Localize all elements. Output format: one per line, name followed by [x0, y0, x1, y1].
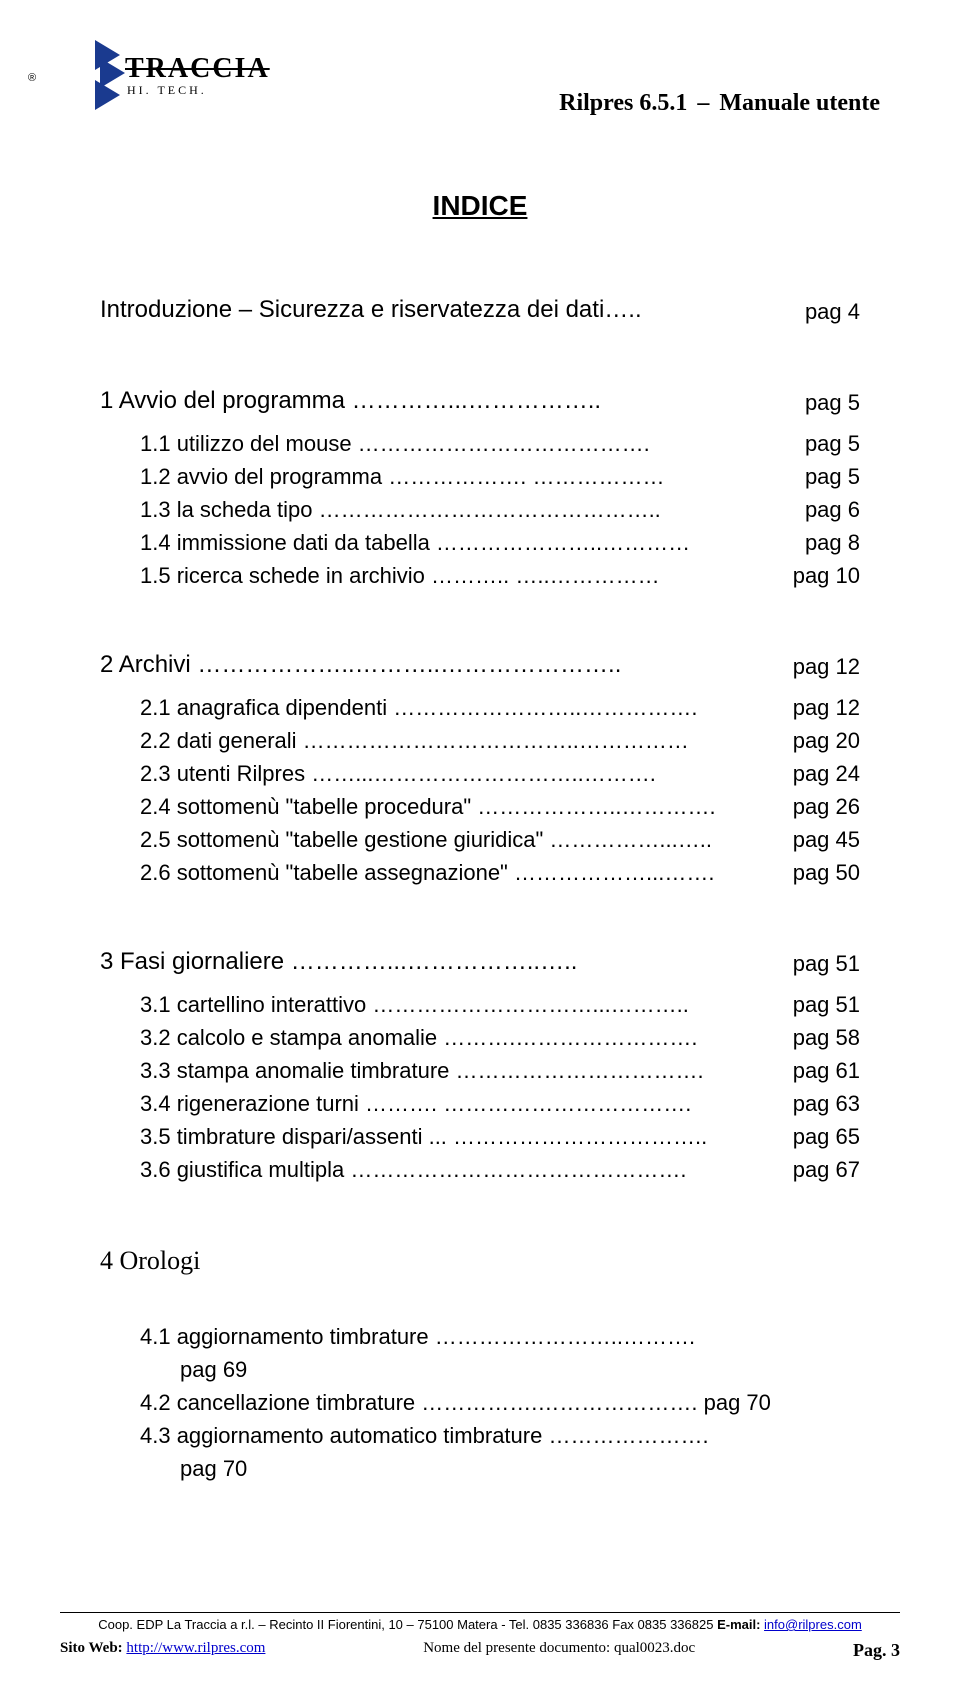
- toc-sub-4-1: 4.1 aggiornamento timbrature ……………………..……: [100, 1320, 860, 1386]
- chapter-4-title: 4 Orologi: [100, 1241, 200, 1280]
- toc-sub-page: pag 26: [793, 790, 860, 823]
- toc-sub-4-2: 4.2 cancellazione timbrature …………….………………: [100, 1386, 860, 1419]
- toc-sub-4-3: 4.3 aggiornamento automatico timbrature …: [100, 1419, 860, 1485]
- toc-sub-page: pag 45: [793, 823, 860, 856]
- page-footer: Coop. EDP La Traccia a r.l. – Recinto II…: [60, 1612, 900, 1661]
- toc-sub-row: 2.1 anagrafica dipendenti ……………………..……………: [100, 691, 860, 724]
- toc-sub-row: 1.4 immissione dati da tabella …………………..…: [100, 526, 860, 559]
- toc-sub-row: 2.5 sottomenù "tabelle gestione giuridic…: [100, 823, 860, 856]
- toc-sub-label: 1.1 utilizzo del mouse ………………………………….: [100, 427, 650, 460]
- toc-sub-label: 2.3 utenti Rilpres ……...………………………..……….: [100, 757, 656, 790]
- toc-sub-row: 3.1 cartellino interattivo …………………………...…: [100, 988, 860, 1021]
- toc-sub-label: 1.2 avvio del programma ………………. ………………: [100, 460, 664, 493]
- logo: ® TRACCIA HI. TECH.: [70, 40, 270, 110]
- toc-sub-label: 2.2 dati generali ………………………………..……………: [100, 724, 689, 757]
- footer-page-number: Pag. 3: [853, 1640, 900, 1661]
- chapter-label: 2 Archivi ………………..………..…………………..: [100, 647, 621, 683]
- logo-text: TRACCIA: [125, 53, 270, 85]
- toc-sub-row: 1.1 utilizzo del mouse …………………………………. pag…: [100, 427, 860, 460]
- toc-sub-label: 1.3 la scheda tipo ………………………………………..: [100, 493, 661, 526]
- toc-sub-page: pag 58: [793, 1021, 860, 1054]
- toc-sub-row: 3.2 calcolo e stampa anomalie ……….…………………: [100, 1021, 860, 1054]
- toc-sub-label: 3.6 giustifica multipla ……………………………………….: [100, 1153, 686, 1186]
- toc-sub-row: 3.6 giustifica multipla ……………………………………….…: [100, 1153, 860, 1186]
- toc-chapter-3: 3 Fasi giornaliere …………...……………..….. pag …: [100, 944, 860, 1186]
- toc-sub-row: 1.3 la scheda tipo ……………………………………….. pag …: [100, 493, 860, 526]
- chapter-page: pag 51: [793, 947, 860, 980]
- logo-text-wrap: TRACCIA HI. TECH.: [125, 53, 270, 98]
- toc-sub-page: pag 67: [793, 1153, 860, 1186]
- chapter-label: 1 Avvio del programma …………...……………..: [100, 383, 601, 419]
- chapter-page: pag 5: [805, 386, 860, 419]
- chapter-1-heading: 1 Avvio del programma …………...…………….. pag …: [100, 383, 860, 419]
- toc-sub-row: 3.5 timbrature dispari/assenti ... ………………: [100, 1120, 860, 1153]
- toc-chapter-2: 2 Archivi ………………..………..…………………..pag 122.…: [100, 647, 860, 889]
- toc-intro-page: pag 4: [805, 295, 860, 328]
- footer-site: Sito Web: http://www.rilpres.com: [60, 1640, 265, 1661]
- page-header: ® TRACCIA HI. TECH. Rilpres 6.5.1 – Manu…: [100, 50, 860, 170]
- toc-sub-label: 2.1 anagrafica dipendenti ……………………..……………: [100, 691, 698, 724]
- toc-sub-row: 1.2 avvio del programma ………………. ……………… pa…: [100, 460, 860, 493]
- toc-sub-page: pag 50: [793, 856, 860, 889]
- chapter-3-heading: 3 Fasi giornaliere …………...……………..….. pag …: [100, 944, 860, 980]
- toc-sub-page: pag 51: [793, 988, 860, 1021]
- toc-chapter-4: 4 Orologi 4.1 aggiornamento timbrature ……: [100, 1241, 860, 1485]
- toc-intro-label: Introduzione – Sicurezza e riservatezza …: [100, 292, 642, 328]
- toc-sub-label: 3.4 rigenerazione turni ………. ………………………………: [100, 1087, 691, 1120]
- toc-sub-row: 2.3 utenti Rilpres ……...………………………..………. p…: [100, 757, 860, 790]
- toc-sub-label: 2.6 sottomenù "tabelle assegnazione" …………: [100, 856, 714, 889]
- footer-site-link[interactable]: http://www.rilpres.com: [126, 1640, 265, 1656]
- toc-sub-row: 3.3 stampa anomalie timbrature …………………………: [100, 1054, 860, 1087]
- footer-meta-line: Sito Web: http://www.rilpres.com Nome de…: [60, 1640, 900, 1661]
- chapter-label: 3 Fasi giornaliere …………...……………..…..: [100, 944, 577, 980]
- toc-sub-row: 1.5 ricerca schede in archivio ……….. …..…: [100, 559, 860, 592]
- toc-sub-label: 1.4 immissione dati da tabella …………………..…: [100, 526, 690, 559]
- toc-sub-page: pag 12: [793, 691, 860, 724]
- toc-sub-label: 3.3 stampa anomalie timbrature …………………………: [100, 1054, 704, 1087]
- toc-sub-label: 2.5 sottomenù "tabelle gestione giuridic…: [100, 823, 712, 856]
- toc-sub-page: pag 5: [805, 460, 860, 493]
- toc-chapter-1: 1 Avvio del programma …………...…………….. pag …: [100, 383, 860, 592]
- toc-sub-page: pag 20: [793, 724, 860, 757]
- toc-intro-section: Introduzione – Sicurezza e riservatezza …: [100, 292, 860, 328]
- toc-sub-label: 2.4 sottomenù "tabelle procedura" …………………: [100, 790, 716, 823]
- footer-address-line: Coop. EDP La Traccia a r.l. – Recinto II…: [60, 1617, 900, 1632]
- toc-sub-page: pag 61: [793, 1054, 860, 1087]
- toc-sub-label: 3.1 cartellino interattivo …………………………...…: [100, 988, 689, 1021]
- logo-subtext: HI. TECH.: [127, 83, 270, 98]
- toc-sub-page: pag 24: [793, 757, 860, 790]
- document-title: Rilpres 6.5.1 – Manuale utente: [559, 90, 880, 117]
- toc-sub-page: pag 65: [793, 1120, 860, 1153]
- chapter-page: pag 12: [793, 650, 860, 683]
- toc-sub-row: 2.4 sottomenù "tabelle procedura" …………………: [100, 790, 860, 823]
- toc-sub-row: 2.2 dati generali ………………………………..…………… pag…: [100, 724, 860, 757]
- toc-sub-row: 3.4 rigenerazione turni ………. ………………………………: [100, 1087, 860, 1120]
- toc-sub-label: 3.2 calcolo e stampa anomalie ……….…………………: [100, 1021, 698, 1054]
- toc-sub-label: 3.5 timbrature dispari/assenti ... ………………: [100, 1120, 707, 1153]
- chapter-2-heading: 2 Archivi ………………..………..………………….. pag 12: [100, 647, 860, 683]
- toc-sub-page: pag 6: [805, 493, 860, 526]
- registered-mark: ®: [28, 72, 36, 84]
- footer-docname: Nome del presente documento: qual0023.do…: [423, 1640, 695, 1661]
- page-title: INDICE: [100, 190, 860, 222]
- footer-email-link[interactable]: info@rilpres.com: [764, 1617, 862, 1632]
- toc-sub-row: 2.6 sottomenù "tabelle assegnazione" …………: [100, 856, 860, 889]
- toc-sub-page: pag 10: [793, 559, 860, 592]
- toc-sub-page: pag 8: [805, 526, 860, 559]
- logo-mark-icon: [70, 40, 130, 110]
- toc-intro-row: Introduzione – Sicurezza e riservatezza …: [100, 292, 860, 328]
- toc-sub-page: pag 5: [805, 427, 860, 460]
- toc-sub-label: 1.5 ricerca schede in archivio ……….. …..…: [100, 559, 660, 592]
- toc-sub-page: pag 63: [793, 1087, 860, 1120]
